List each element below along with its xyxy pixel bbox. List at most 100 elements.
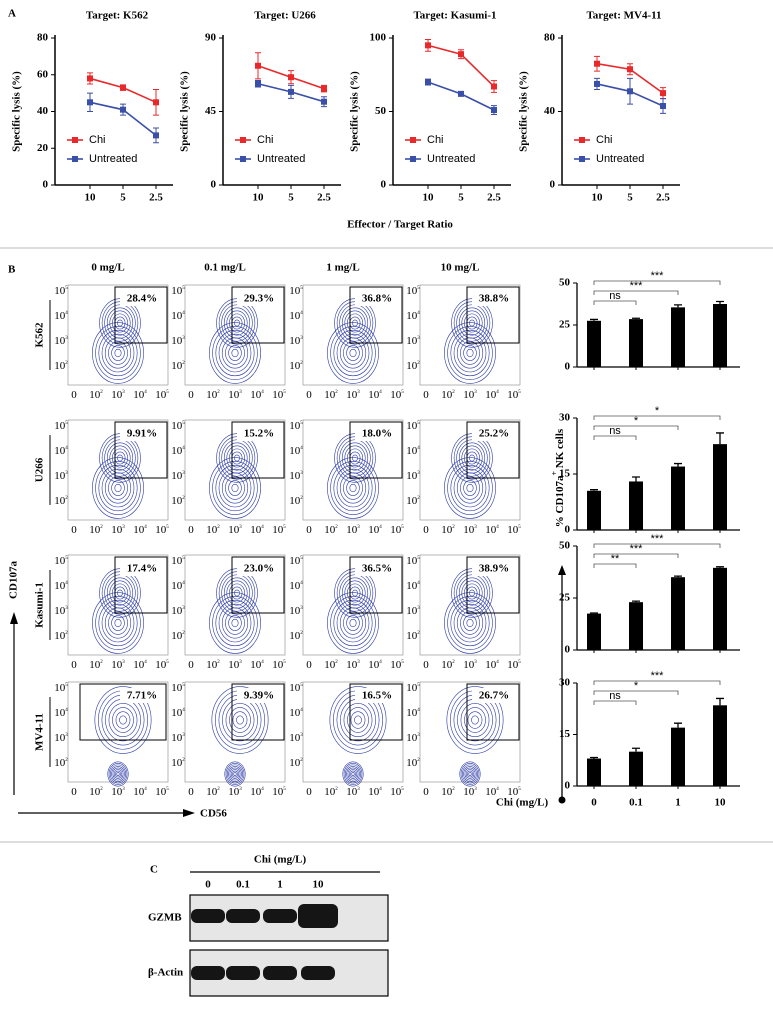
contour [232,711,248,729]
bar [713,444,727,530]
tick-base: 10 [463,786,475,798]
flow-y-tick-label: 104 [289,580,303,592]
y-tick-label: 80 [544,32,556,44]
y-tick-label: 20 [37,142,49,154]
flow-y-tick-label: 102 [54,630,68,642]
contour [111,480,125,496]
flow-x-tick-label: 105 [390,786,404,798]
tick-base: 10 [406,630,418,642]
tick-base: 10 [406,682,418,694]
contour [349,618,357,628]
lane-label: 0 [205,879,211,891]
tick-base: 10 [171,285,183,297]
flow-x-tick-label: 103 [111,524,125,536]
tick-exp: 5 [300,683,303,688]
flow-plot [302,284,404,386]
tick-exp: 2 [100,787,103,792]
tick-exp: 4 [261,660,264,665]
tick-exp: 4 [417,311,420,316]
tick-base: 0 [306,389,312,401]
marker [594,80,600,87]
tick-exp: 5 [65,556,68,561]
flow-x-tick-label: 105 [390,524,404,536]
row-label: MV4-11 [34,713,46,751]
significance-bracket [593,300,637,305]
contour [98,329,138,377]
contour [465,769,475,779]
tick-base: 10 [54,707,66,719]
contour [327,322,379,384]
y-tick-label: 0 [43,179,49,191]
tick-base: 10 [324,786,336,798]
gate-percentage: 7.71% [127,690,157,702]
tick-exp: 2 [300,758,303,763]
tick-base: 0 [306,659,312,671]
contour [350,770,356,778]
flow-x-tick-label: 104 [250,389,264,401]
flow-x-tick-label: 103 [463,659,477,671]
contour [466,483,474,493]
marker [491,83,497,90]
label-bg [472,688,516,703]
contour [101,468,135,508]
tick-exp: 5 [182,683,185,688]
contour [113,769,123,779]
flow-x-tick-label: 102 [206,389,220,401]
tick-base: 10 [441,524,453,536]
contour [453,468,487,508]
label-bg [237,561,281,576]
error-bar [674,575,682,578]
tick-exp: 3 [182,471,185,476]
tick-exp: 3 [239,787,242,792]
tick-exp: 4 [417,708,420,713]
panel-label: B [8,264,16,276]
tick-base: 10 [89,659,101,671]
gate-percentage: 29.3% [244,293,274,305]
tick-base: 10 [289,285,301,297]
tick-base: 10 [324,389,336,401]
tick-exp: 3 [239,525,242,530]
contour [221,337,249,369]
label-bg [472,291,516,306]
tick-base: 10 [390,659,402,671]
flow-plot [67,681,169,787]
significance-label: *** [651,533,665,545]
tick-base: 10 [54,495,66,507]
contour [343,476,363,500]
blot-label: GZMB [148,912,182,924]
flow-x-tick-label: 103 [346,389,360,401]
tick-base: 10 [228,786,240,798]
tick-exp: 5 [417,683,420,688]
tick-base: 10 [406,470,418,482]
flow-y-tick-label: 104 [289,707,303,719]
tick-exp: 4 [261,525,264,530]
flow-x-tick-label: 0 [188,786,194,798]
tick-exp: 5 [518,660,521,665]
contour [344,445,366,471]
bar [629,602,643,650]
tick-base: 10 [406,732,418,744]
contour [211,686,269,754]
tick-exp: 5 [401,660,404,665]
tick-exp: 2 [335,660,338,665]
flow-y-tick-label: 103 [54,605,68,617]
contour [115,711,131,729]
tick-exp: 4 [496,787,499,792]
contour [462,764,478,784]
tick-exp: 2 [300,496,303,501]
plot-frame [184,681,286,783]
contour [349,348,357,358]
contour [224,761,246,787]
flow-plot [419,554,521,656]
tick-base: 10 [289,555,301,567]
tick-base: 10 [289,310,301,322]
tick-exp: 2 [417,496,420,501]
flow-y-tick-label: 103 [171,470,185,482]
contour [108,341,128,365]
flow-x-tick-label: 0 [423,389,429,401]
label-bg [472,561,516,576]
flow-y-tick-label: 102 [289,360,303,372]
contour [231,348,239,358]
flow-y-tick-label: 104 [406,580,420,592]
significance-bracket [593,415,721,420]
